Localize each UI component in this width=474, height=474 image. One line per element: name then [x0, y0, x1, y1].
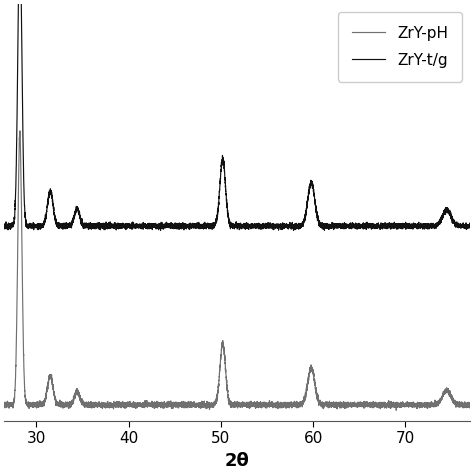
ZrY-pH: [25, 404, 30, 410]
ZrY-pH: [297, 404, 303, 410]
ZrY-pH: [277, 402, 283, 408]
ZrY-pH: [170, 402, 176, 408]
ZrY-t/g: [297, 222, 303, 228]
ZrY-t/g: [346, 225, 352, 231]
ZrY-pH: [372, 402, 377, 408]
Legend: ZrY-pH, ZrY-t/g: ZrY-pH, ZrY-t/g: [338, 12, 462, 82]
ZrY-t/g: [25, 224, 30, 230]
ZrY-pH: [17, 128, 23, 134]
Line: ZrY-pH: ZrY-pH: [4, 131, 470, 410]
ZrY-pH: [467, 402, 473, 408]
ZrY-pH: [393, 408, 399, 413]
ZrY-t/g: [1, 223, 7, 228]
ZrY-t/g: [467, 223, 473, 229]
ZrY-t/g: [277, 225, 283, 230]
ZrY-t/g: [158, 228, 164, 233]
Line: ZrY-t/g: ZrY-t/g: [4, 0, 470, 230]
ZrY-pH: [346, 401, 352, 407]
X-axis label: 2θ: 2θ: [225, 452, 249, 470]
ZrY-t/g: [170, 224, 176, 229]
ZrY-pH: [1, 402, 7, 408]
ZrY-t/g: [372, 226, 377, 231]
